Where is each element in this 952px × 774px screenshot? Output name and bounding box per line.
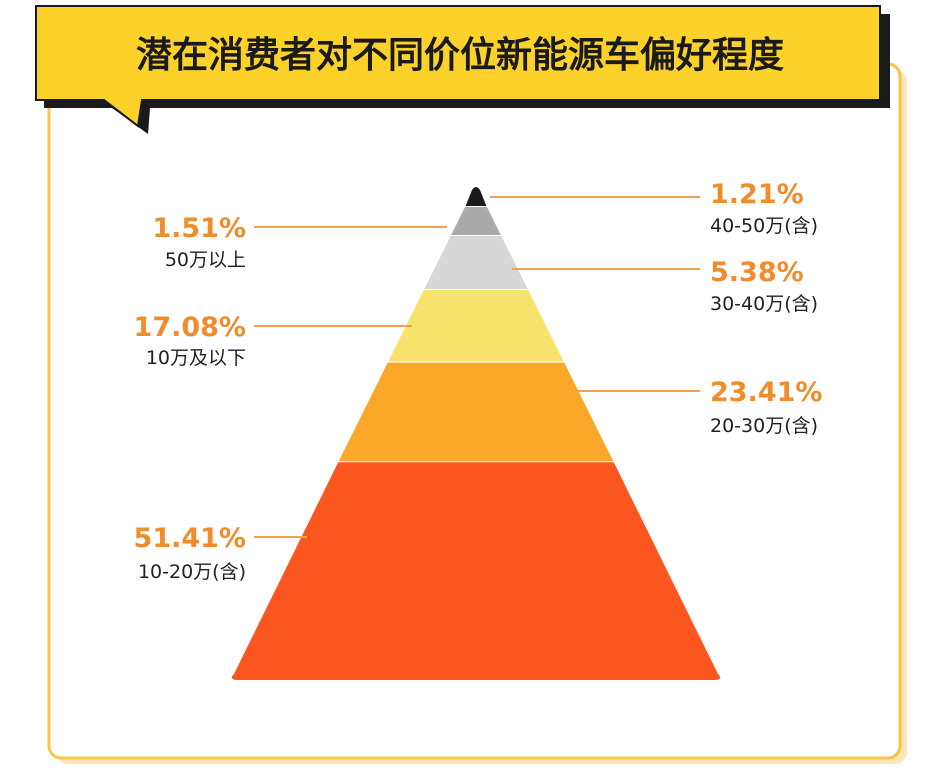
leader-lines (254, 196, 700, 538)
pyramid-layer (424, 236, 528, 289)
value-label: 51.41% (134, 523, 246, 554)
chart-title: 潜在消费者对不同价位新能源车偏好程度 (136, 35, 784, 76)
value-label: 1.21% (710, 179, 804, 210)
data-labels: 51.41% 10-20万(含) 23.41% 20-30万(含) 17.08% 10万及… (134, 179, 823, 583)
category-label: 40-50万(含) (710, 215, 818, 237)
value-label: 17.08% (134, 312, 246, 343)
pyramid-layer (231, 462, 721, 680)
category-label: 50万以上 (165, 249, 246, 271)
category-label: 30-40万(含) (710, 293, 818, 315)
category-label: 10万及以下 (146, 347, 246, 369)
pyramid-layer (388, 290, 564, 362)
value-label: 23.41% (710, 377, 822, 408)
category-label: 20-30万(含) (710, 415, 818, 437)
banner-body (35, 5, 881, 128)
value-label: 5.38% (710, 257, 804, 288)
title-banner: 潜在消费者对不同价位新能源车偏好程度 (35, 5, 890, 134)
category-label: 10-20万(含) (138, 561, 246, 583)
value-label: 1.51% (152, 213, 246, 244)
pyramid-layer (338, 362, 614, 462)
pyramid-layer (451, 207, 501, 235)
pyramid-layer (465, 187, 487, 206)
pyramid-layers (231, 187, 721, 680)
